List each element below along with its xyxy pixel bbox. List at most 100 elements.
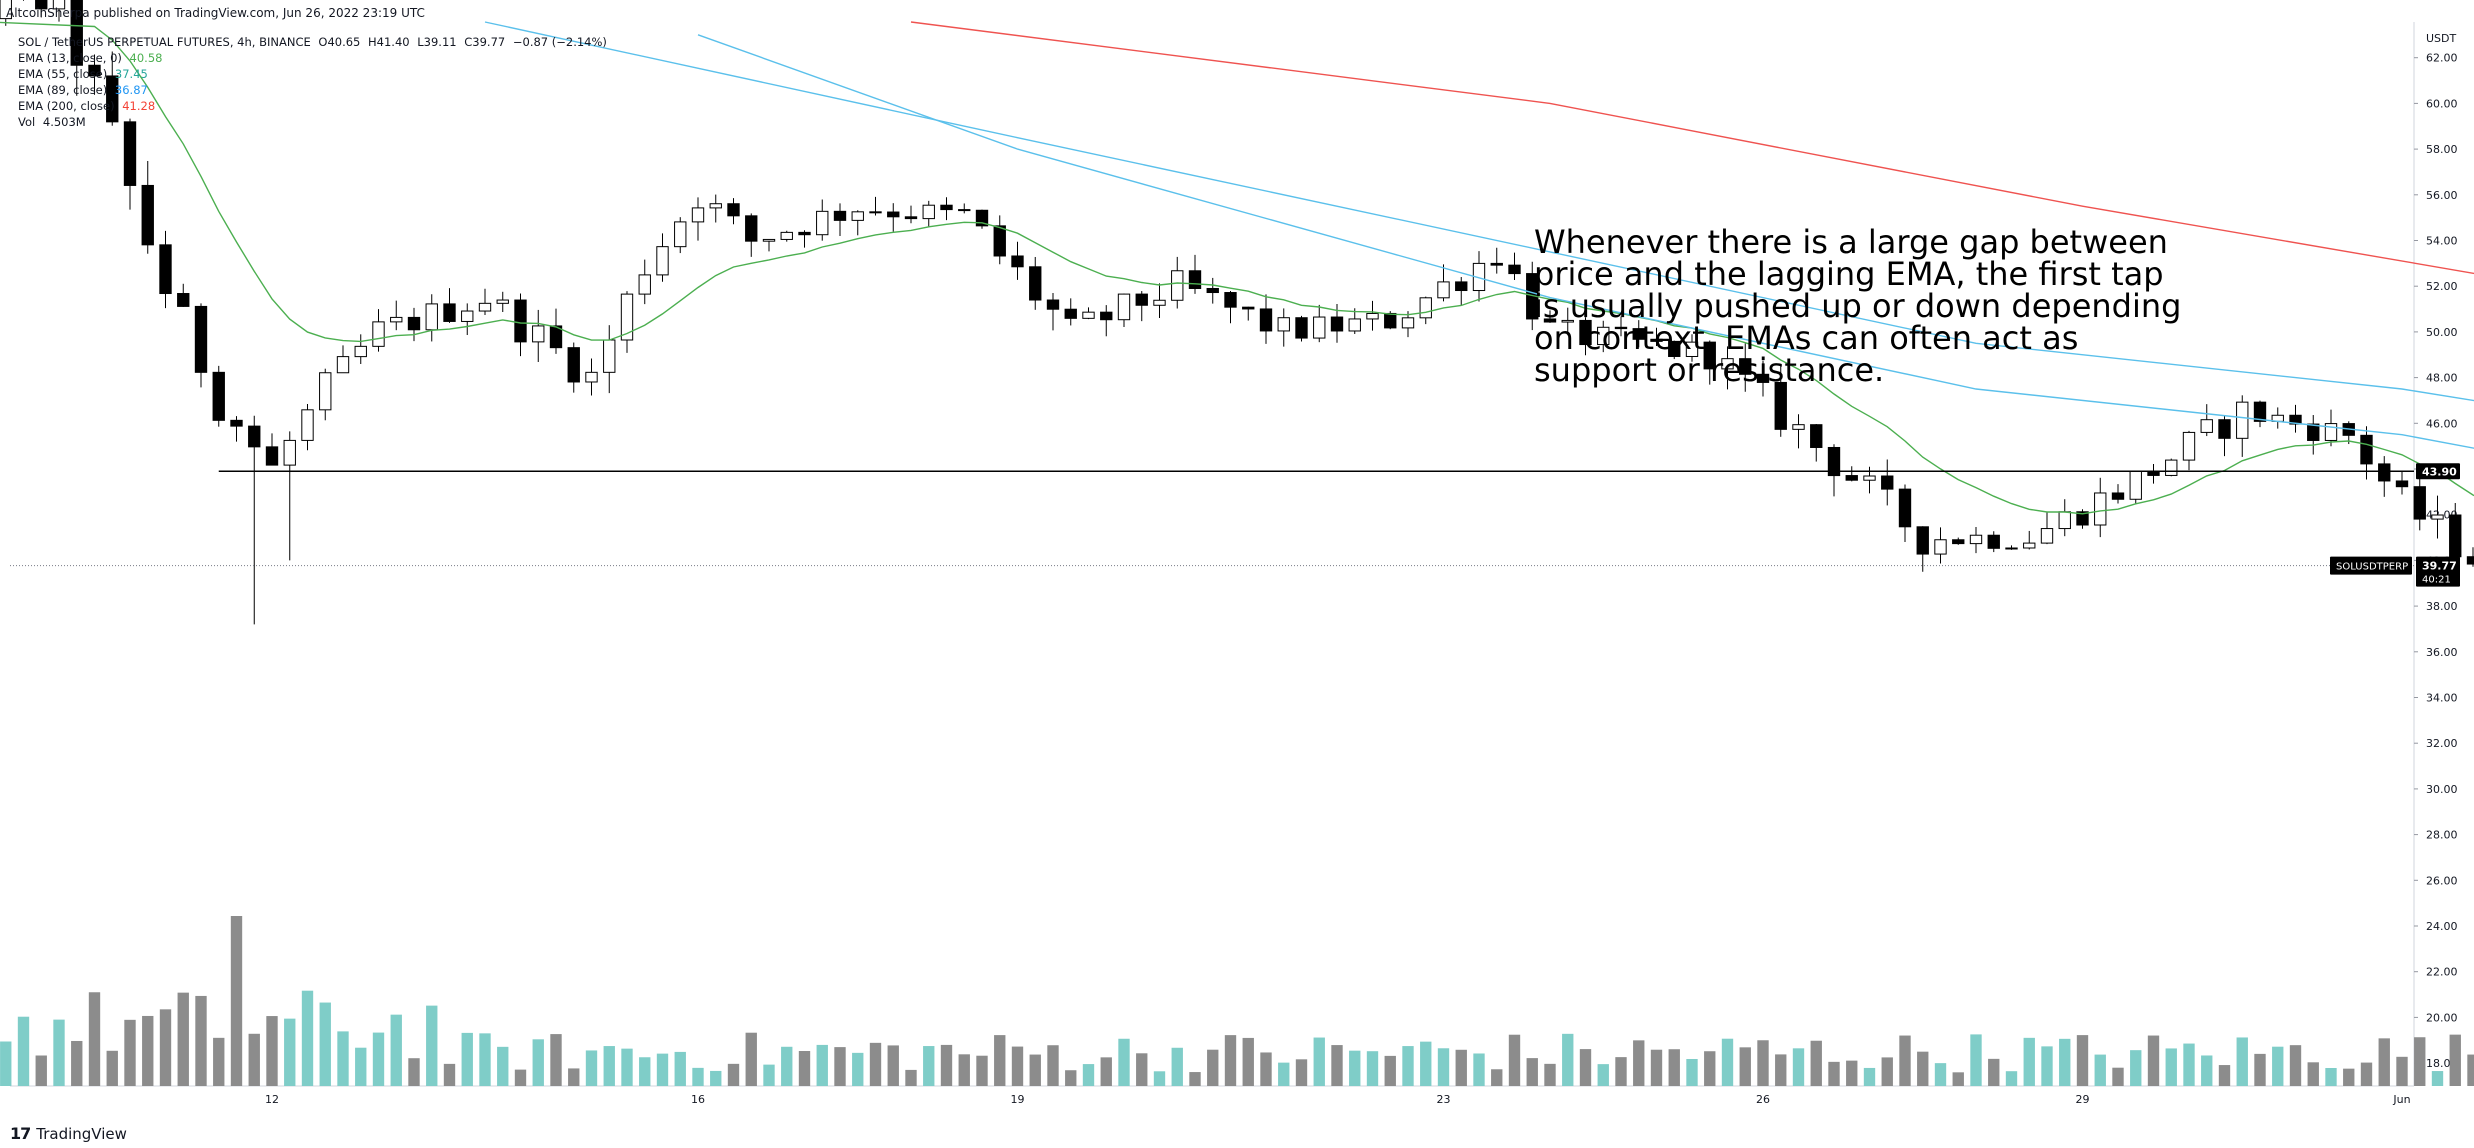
volume-bar [1491,1069,1503,1086]
candle-body [1685,341,1699,357]
volume-bar [1100,1057,1112,1086]
ohlc-open: O40.65 [318,35,361,49]
candle-body [1242,306,1255,310]
volume-bar [1917,1051,1929,1086]
volume-bar [816,1044,828,1086]
candle-body [851,211,864,221]
volume-bar [497,1046,509,1086]
volume-bar [1508,1034,1521,1086]
ema55-legend[interactable]: EMA (55, close) 37.45 [18,67,148,81]
volume-bar [408,1058,420,1086]
volume-bar [1846,1060,1858,1086]
volume-bar [53,1019,65,1086]
volume-bar [781,1046,793,1086]
symbol-label-tag: SOLUSDTPERP [2336,562,2408,573]
price-axis-unit: USDT [2426,32,2457,45]
volume-bar [355,1047,367,1086]
chart-annotation-text[interactable]: Whenever there is a large gap between pr… [1534,223,2182,389]
candle-body [887,211,900,218]
volume-bar [1863,1067,1876,1086]
ema200-legend[interactable]: EMA (200, close) 41.28 [18,99,156,113]
candle-body [1508,264,1521,275]
ema89-legend[interactable]: EMA (89, close) 36.87 [18,83,148,97]
volume-bar [2343,1068,2355,1086]
candle-body [2111,492,2125,500]
volume-bar [1544,1063,1556,1086]
volume-bar [479,1033,491,1086]
volume-bar [1721,1038,1734,1086]
candle-body [1703,341,1716,370]
volume-bar [2414,1037,2426,1086]
volume-bar [2201,1055,2213,1086]
candle-body [1490,262,1503,266]
candle-body [283,439,296,466]
price-tick-label: 62.00 [2426,52,2458,65]
volume-bar [568,1068,580,1086]
volume-bar [1810,1040,1822,1086]
candle-body [1472,262,1486,292]
candle-body [301,409,314,441]
volume-bar [2094,1054,2106,1086]
candle-body [638,274,651,295]
candle-body [212,371,225,421]
price-tick-label: 30.00 [2426,783,2458,796]
volume-bar [1189,1072,1201,1086]
volume-bars [0,916,2474,1086]
volume-bar [461,1032,473,1086]
volume-bar [1313,1037,1325,1086]
price-tick-label: 48.00 [2426,372,2458,385]
price-tick-label: 52.00 [2426,280,2458,293]
ema13-legend[interactable]: EMA (13, close, 0) 40.58 [18,51,163,65]
volume-bar [1988,1058,2000,1086]
price-tick-label: 50.00 [2426,326,2458,339]
volume-bar [940,1044,953,1086]
candle-body [1632,328,1645,340]
candle-body [1898,488,1912,528]
volume-bar [1526,1058,1538,1086]
volume-bar [1668,1049,1680,1086]
candle-body [958,209,971,212]
candle-body [1881,475,1894,490]
candle-body [1188,270,1202,289]
candle-body [1082,311,1095,319]
volume-bar [639,1057,651,1086]
volume-bar [2218,1065,2231,1086]
volume-bar [1136,1053,1148,1086]
volume-bar [35,1055,47,1086]
candle-body [1827,446,1841,477]
volume-bar [532,1039,544,1086]
candle-body [1455,281,1468,292]
candle-body [1384,312,1397,329]
candle-body [88,64,101,77]
volume-bar [656,1053,669,1086]
horizontal-line-43-90[interactable] [10,470,2414,567]
candle-body [1916,526,1929,555]
candle-body [745,215,758,242]
volume-bar [372,1032,385,1086]
volume-bar [834,1047,846,1086]
candle-body [1046,299,1060,310]
volume-bar [266,1016,278,1086]
candle-body [2289,414,2302,425]
volume-bar [177,992,189,1086]
symbol-legend[interactable]: SOL / TetherUS PERPETUAL FUTURES, 4h, BI… [18,34,607,50]
volume-legend[interactable]: Vol 4.503M [18,115,86,129]
price-axis[interactable]: USDT 62.00 60.00 58.00 56.00 54.00 52.00 50.00 4… [2413,22,2458,1086]
candle-body [1739,358,1752,375]
candle-body [549,325,563,349]
candle-body [407,316,421,331]
time-axis[interactable]: 12:009121619232629Jun12:00691316202327Ju… [0,1085,2474,1106]
candle-body [656,246,669,276]
candle-body [123,121,137,186]
volume-bar [195,995,207,1086]
volume-bar [763,1064,775,1086]
candle-body [372,321,385,347]
volume-bar [2378,1038,2390,1086]
candle-body [1206,287,1219,294]
candle-body [0,0,12,20]
candle-body [1171,270,1184,301]
candle-body [496,299,509,304]
candle-body [159,244,172,295]
candle-body [762,238,776,242]
